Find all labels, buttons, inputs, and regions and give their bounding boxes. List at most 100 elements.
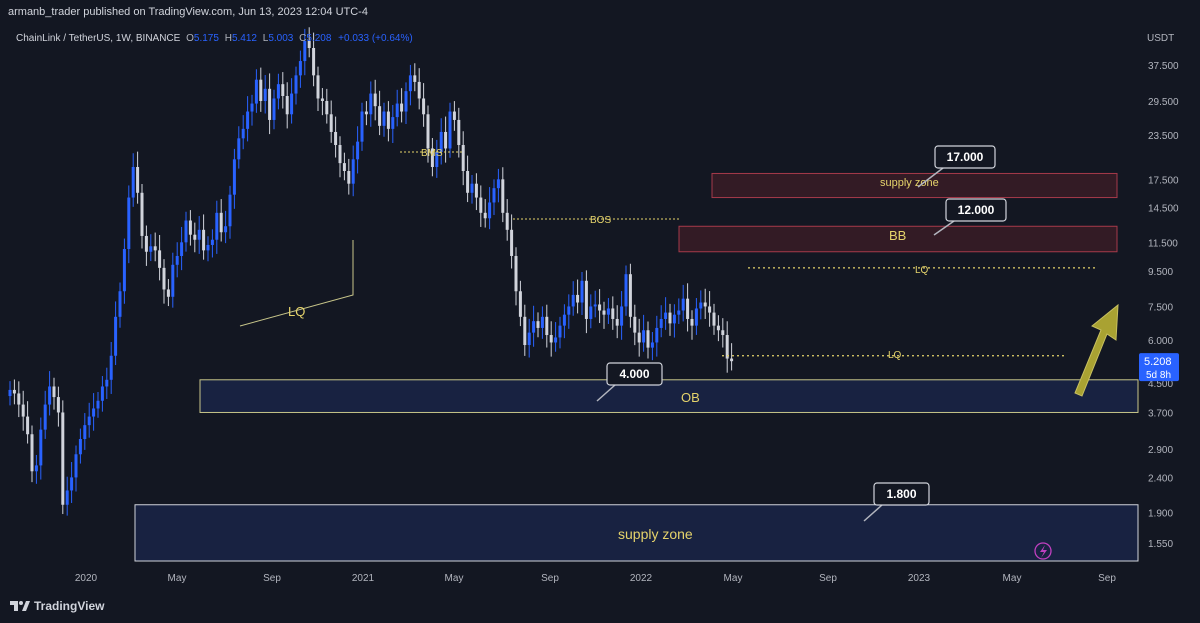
candle-body bbox=[637, 332, 641, 343]
candle-body bbox=[307, 41, 311, 48]
candle-body bbox=[598, 304, 602, 311]
annotation-label: BOS bbox=[590, 215, 611, 226]
candle-body bbox=[386, 111, 390, 129]
candle-body bbox=[26, 416, 30, 435]
candle-body bbox=[100, 386, 104, 401]
candle-body bbox=[593, 304, 597, 307]
candle-body bbox=[655, 327, 659, 343]
callout-value: 4.000 bbox=[619, 367, 649, 381]
candle-body bbox=[87, 416, 91, 426]
zone-label: supply zone bbox=[618, 526, 693, 542]
price-tick-label: 11.500 bbox=[1148, 238, 1178, 249]
candle-body bbox=[474, 183, 478, 198]
candle-body bbox=[571, 294, 575, 307]
zone-3 bbox=[134, 504, 1139, 562]
candle-body bbox=[206, 244, 210, 251]
time-tick-label: 2020 bbox=[75, 573, 98, 584]
candles bbox=[8, 27, 734, 516]
candle-body bbox=[466, 171, 470, 193]
annotation-label: LQ bbox=[915, 265, 929, 276]
candle-body bbox=[250, 103, 254, 112]
candle-body bbox=[488, 202, 492, 219]
candle-body bbox=[444, 131, 448, 149]
candle-body bbox=[611, 308, 615, 319]
candle-body bbox=[642, 330, 646, 343]
lightning-icon bbox=[1034, 542, 1052, 560]
candle-body bbox=[452, 111, 456, 120]
candle-body bbox=[290, 93, 294, 115]
candle-body bbox=[703, 302, 707, 307]
candle-body bbox=[417, 81, 421, 99]
candle-body bbox=[232, 159, 236, 195]
candle-body bbox=[180, 242, 184, 256]
candle-body bbox=[527, 332, 531, 346]
candle-body bbox=[347, 171, 351, 184]
candle-body bbox=[580, 280, 584, 303]
candle-body bbox=[435, 151, 439, 168]
candle-body bbox=[413, 75, 417, 82]
candle-body bbox=[708, 306, 712, 313]
candle-body bbox=[505, 212, 509, 230]
candle-body bbox=[246, 111, 250, 129]
candle-body bbox=[166, 289, 170, 297]
candle-body bbox=[188, 220, 192, 235]
tradingview-logo[interactable]: TradingView bbox=[10, 599, 104, 613]
price-tick-label: 29.500 bbox=[1148, 97, 1179, 108]
time-tick-label: May bbox=[1003, 573, 1022, 584]
candle-body bbox=[334, 131, 338, 146]
candle-body bbox=[268, 88, 272, 120]
candle-body bbox=[61, 412, 65, 505]
candle-body bbox=[712, 312, 716, 326]
candle-body bbox=[439, 131, 443, 152]
zone-1 bbox=[678, 225, 1118, 253]
candle-body bbox=[43, 404, 47, 430]
candle-body bbox=[276, 84, 280, 99]
candle-body bbox=[532, 321, 536, 333]
candle-body bbox=[549, 335, 553, 343]
candle-body bbox=[479, 197, 483, 213]
candle-body bbox=[114, 316, 118, 356]
candle-body bbox=[721, 330, 725, 336]
candle-body bbox=[562, 314, 566, 326]
annotation-label: LQ bbox=[888, 350, 902, 361]
price-tick-label: 1.550 bbox=[1148, 539, 1173, 550]
symbol-name: ChainLink / TetherUS, 1W, BINANCE bbox=[16, 33, 181, 44]
callout-pointer bbox=[933, 220, 955, 236]
candle-body bbox=[545, 316, 549, 336]
candle-body bbox=[699, 302, 703, 309]
candle-body bbox=[558, 325, 562, 338]
candle-body bbox=[312, 47, 316, 76]
candle-body bbox=[514, 255, 518, 292]
candle-body bbox=[646, 330, 650, 348]
candle-body bbox=[210, 239, 214, 245]
candle-body bbox=[360, 111, 364, 142]
candle-body bbox=[602, 310, 606, 315]
candle-body bbox=[316, 75, 320, 99]
candle-body bbox=[149, 246, 153, 252]
candle-body bbox=[342, 163, 346, 172]
candle-body bbox=[131, 167, 135, 198]
time-tick-label: 2021 bbox=[352, 573, 375, 584]
publisher-bar: armanb_trader published on TradingView.c… bbox=[0, 0, 1200, 24]
callout-box bbox=[873, 482, 930, 506]
candle-body bbox=[228, 194, 232, 227]
price-tick-label: 9.500 bbox=[1148, 267, 1173, 278]
candle-body bbox=[364, 111, 368, 115]
zone-0 bbox=[711, 172, 1118, 199]
candle-body bbox=[369, 93, 373, 115]
candle-body bbox=[694, 308, 698, 326]
candle-body bbox=[391, 117, 395, 129]
time-tick-label: Sep bbox=[1098, 573, 1116, 584]
candle-body bbox=[17, 393, 21, 405]
candle-body bbox=[34, 465, 38, 472]
price-tick-label: 23.500 bbox=[1148, 131, 1179, 142]
price-chart[interactable]: 37.500 29.500 23.500 17.500 14.500 11.500 9.50… bbox=[0, 0, 1200, 591]
candle-body bbox=[202, 229, 206, 251]
time-tick-label: May bbox=[168, 573, 187, 584]
open-value: 5.175 bbox=[193, 33, 219, 44]
candle-body bbox=[540, 316, 544, 328]
candle-body bbox=[576, 294, 580, 303]
candle-body bbox=[224, 226, 228, 233]
candle-body bbox=[122, 249, 126, 292]
candle-body bbox=[140, 192, 144, 236]
